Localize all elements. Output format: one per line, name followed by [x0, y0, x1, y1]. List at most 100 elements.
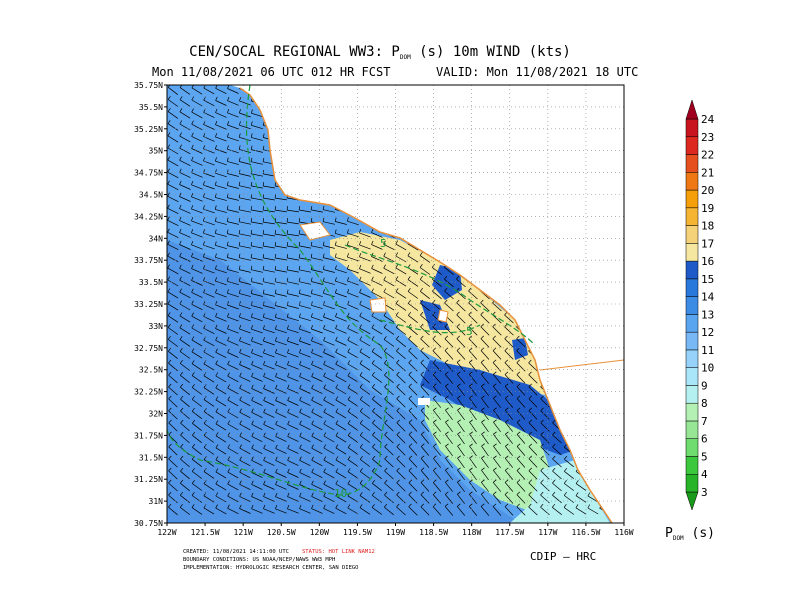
x-tick-label: 122W: [157, 528, 176, 537]
footer-boundary: BOUNDARY CONDITIONS: US NOAA/NCEP/NAWS W…: [183, 557, 335, 563]
footer-implementation: IMPLEMENTATION: HYDROLOGIC RESEARCH CENT…: [183, 565, 359, 571]
contour: [344, 244, 536, 346]
subtitle-right: VALID: Mon 11/08/2021 18 UTC: [436, 65, 638, 79]
colorbar-band: [685, 260, 699, 280]
island: [437, 309, 449, 323]
island: [369, 297, 387, 313]
blue-band: [420, 360, 575, 455]
island-shadow: [420, 300, 450, 330]
colorbar: 3 4 5 6 7 8 9 10 11 12 13 14 15 16 17 18 19 20 21 22 23 24: [685, 99, 715, 511]
contour: [379, 319, 481, 334]
colorbar-band: [685, 349, 699, 368]
subtitle-left: Mon 11/08/2021 06 UTC 012 HR FCST: [152, 65, 390, 79]
colorbar-label-sub: DOM: [673, 535, 684, 542]
land: [230, 85, 624, 523]
y-tick-label: 33.75N: [134, 256, 163, 265]
colorbar-band: [685, 207, 699, 226]
y-tick-label: 35.5N: [139, 103, 163, 112]
colorbar-band: [685, 367, 699, 386]
y-tick-label: 31.75N: [134, 431, 163, 440]
colorbar-over: [685, 99, 699, 120]
contour-label: 5: [466, 325, 473, 338]
y-tick-label: 32.75N: [134, 344, 163, 353]
colorbar-tick-label: 17: [701, 237, 714, 250]
deep-region: [167, 240, 520, 523]
colorbar-band: [685, 456, 699, 475]
colorbar-band: [685, 296, 699, 315]
wind-barbs: [167, 85, 623, 516]
border: [539, 359, 624, 371]
colorbar-tick-label: 8: [701, 397, 708, 410]
x-tick-label: 117W: [538, 528, 557, 537]
contour-label: 5: [380, 237, 387, 250]
cyan-region: [510, 460, 610, 523]
colorbar-tick-label: 4: [701, 468, 708, 481]
footer-created: CREATED: 11/08/2021 14:11:00 UTC: [183, 549, 289, 555]
island-shadow: [432, 265, 462, 300]
x-tick-label: 118W: [462, 528, 481, 537]
y-tick-label: 34.75N: [134, 169, 163, 178]
colorbar-tick-label: 11: [701, 344, 714, 357]
y-tick-label: 31N: [149, 497, 164, 506]
colorbar-band: [685, 118, 699, 138]
colorbar-tick-label: 24: [701, 113, 715, 126]
colorbar-tick-label: 10: [701, 362, 714, 375]
green-region: [425, 400, 555, 515]
x-tick-label: 116W: [614, 528, 633, 537]
colorbar-tick-label: 18: [701, 220, 714, 233]
contour: [167, 85, 390, 496]
colorbar-label-rest: (s): [684, 526, 715, 541]
y-tick-label: 33.5N: [139, 278, 163, 287]
colorbar-band: [685, 385, 699, 404]
colorbar-tick-label: 21: [701, 166, 714, 179]
x-tick-label: 120.5W: [267, 528, 296, 537]
colorbar-band: [685, 473, 699, 493]
y-tick-label: 35.25N: [134, 125, 163, 134]
colorbar-band: [685, 331, 699, 351]
contour-label: 10: [334, 487, 347, 500]
colorbar-tick-label: 14: [701, 291, 715, 304]
y-tick-label: 33N: [149, 322, 164, 331]
credit: CDIP – HRC: [530, 550, 596, 563]
colorbar-band: [685, 420, 699, 439]
colorbar-tick-label: 16: [701, 255, 714, 268]
y-tick-label: 32.25N: [134, 388, 163, 397]
title-main: CEN/SOCAL REGIONAL WW3: P: [189, 44, 400, 60]
y-tick-label: 35.75N: [134, 81, 163, 90]
colorbar-tick-label: 22: [701, 149, 714, 162]
colorbar-tick-label: 7: [701, 415, 708, 428]
colorbar-band: [685, 225, 699, 244]
colorbar-tick-label: 9: [701, 379, 708, 392]
y-tick-label: 30.75N: [134, 519, 163, 528]
y-tick-label: 31.25N: [134, 475, 163, 484]
x-tick-label: 117.5W: [495, 528, 524, 537]
y-tick-label: 35N: [149, 147, 164, 156]
x-tick-label: 121W: [234, 528, 253, 537]
y-tick-label: 34.5N: [139, 191, 163, 200]
y-tick-label: 33.25N: [134, 300, 163, 309]
map: 5 5 10: [167, 85, 624, 523]
island-shadow: [512, 338, 528, 360]
title: CEN/SOCAL REGIONAL WW3: PDOM (s) 10m WIN…: [189, 44, 571, 61]
x-tick-label: 116.5W: [571, 528, 600, 537]
colorbar-tick-label: 3: [701, 486, 708, 499]
colorbar-tick-label: 20: [701, 184, 714, 197]
x-tick-label: 119W: [386, 528, 405, 537]
y-tick-label: 34N: [149, 234, 164, 243]
colorbar-tick-label: 19: [701, 202, 714, 215]
colorbar-band: [685, 243, 699, 262]
colorbar-tick-label: 6: [701, 433, 708, 446]
coastline: [239, 87, 613, 523]
colorbar-band: [685, 154, 699, 173]
colorbar-band: [685, 314, 699, 333]
title-sub: DOM: [400, 54, 411, 61]
y-tick-label: 32.5N: [139, 366, 163, 375]
colorbar-tick-label: 5: [701, 450, 708, 463]
x-tick-label: 119.5W: [343, 528, 372, 537]
colorbar-tick-label: 23: [701, 131, 714, 144]
colorbar-under: [685, 491, 699, 511]
x-tick-label: 120W: [310, 528, 329, 537]
y-tick-label: 34.25N: [134, 212, 163, 221]
grid: [167, 85, 624, 523]
